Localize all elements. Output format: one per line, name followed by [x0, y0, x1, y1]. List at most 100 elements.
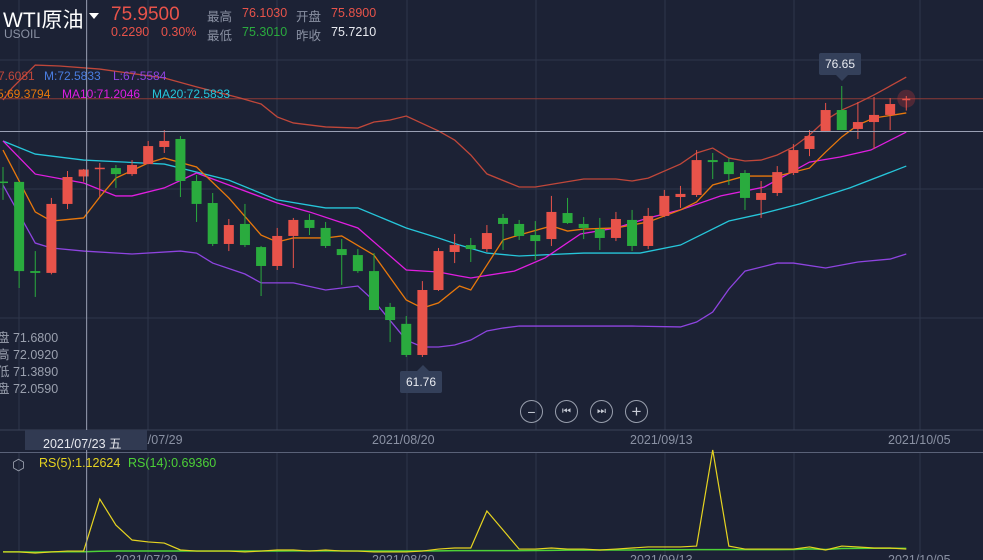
candle-body: [127, 164, 138, 175]
last-price: 75.9500: [111, 4, 180, 25]
candle-body: [433, 251, 444, 291]
candle-body: [772, 172, 783, 194]
ma5-line: [2, 112, 907, 309]
rs5-legend: RS(5):1.12624: [39, 456, 121, 470]
candle-body: [836, 110, 847, 131]
indicator-lines: [2, 64, 907, 348]
high-marker-pointer: [836, 75, 848, 81]
candle-body: [320, 227, 331, 246]
candle-body: [175, 138, 186, 182]
candle-body: [110, 168, 121, 175]
scroll-left-button[interactable]: ⏮: [555, 400, 578, 423]
zoom-out-button[interactable]: −: [520, 400, 543, 423]
crosshair-low: 低 71.3890: [0, 365, 59, 379]
boll-lower-line: [2, 184, 907, 348]
prev-close-value: 75.7210: [331, 25, 377, 39]
candle-body: [223, 225, 234, 244]
candle-body: [723, 162, 734, 175]
candle-body: [256, 247, 267, 266]
candle-body: [30, 271, 41, 273]
candle-body: [610, 219, 621, 238]
candle-body: [530, 235, 541, 242]
low-marker-pointer: [417, 365, 429, 371]
rsi-axis-date: 2021/09/13: [630, 553, 693, 560]
candle-body: [756, 193, 767, 200]
candle-body: [78, 169, 89, 177]
rs5-line: [3, 449, 907, 554]
candle-body: [739, 172, 750, 198]
ma20-legend: MA20:72.5833: [152, 87, 231, 101]
candle-body: [401, 323, 412, 355]
candle-body: [465, 245, 476, 250]
plus-icon: +: [631, 402, 642, 421]
caret-down-icon: [89, 13, 100, 19]
boll-upper-legend: 7.6081: [0, 69, 35, 83]
candle-body: [352, 255, 363, 272]
x-axis-date: 2021/10/05: [888, 433, 951, 447]
instrument-name: WTI原油: [3, 9, 84, 32]
candle-body: [707, 160, 718, 163]
rsi-axis-date: 2021/07/29: [115, 553, 178, 560]
candle-body: [0, 181, 8, 184]
open-label: 开盘: [296, 10, 322, 24]
candle-body: [691, 160, 702, 196]
candle-body: [514, 223, 525, 236]
price-change-pct: 0.30%: [161, 25, 197, 39]
boll-mid-legend: M:72.5833: [44, 69, 101, 83]
candle-body: [659, 195, 670, 216]
candle-body: [239, 223, 250, 246]
minus-icon: −: [527, 403, 536, 420]
zoom-in-button[interactable]: +: [625, 400, 648, 423]
x-axis-date: 2021/09/13: [630, 433, 693, 447]
candle-body: [498, 217, 509, 224]
crosshair-date-label: 2021/07/23 五: [25, 430, 147, 451]
candle-body: [481, 233, 492, 250]
candle-body: [94, 167, 105, 170]
candle-body: [191, 181, 202, 204]
open-value: 75.8900: [331, 6, 377, 20]
candle-body: [820, 110, 831, 133]
candle-body: [368, 271, 379, 311]
rs14-legend: RS(14):0.69360: [128, 456, 217, 470]
candle-body: [272, 235, 283, 266]
x-axis-date: 2021/08/20: [372, 433, 435, 447]
settings-hexagon-icon[interactable]: ⬡: [12, 457, 26, 474]
candle-body: [449, 245, 460, 252]
candle-body: [417, 290, 428, 355]
crosshair-open: 盘 71.6800: [0, 331, 59, 345]
instrument-selector[interactable]: WTI原油: [3, 4, 100, 34]
candle-body: [288, 219, 299, 236]
scroll-right-button[interactable]: ⏭: [590, 400, 613, 423]
candle-body: [46, 203, 57, 273]
high-marker: 76.65: [819, 53, 862, 75]
candle-body: [804, 136, 815, 149]
candle-body: [852, 122, 863, 129]
candle-body: [902, 98, 911, 101]
candle-body: [578, 223, 589, 228]
candle-body: [885, 104, 896, 115]
skip-forward-icon: ⏭: [597, 405, 606, 417]
rsi-lines: [3, 449, 907, 554]
candle-body: [62, 176, 73, 204]
skip-back-icon: ⏮: [562, 405, 571, 417]
candle-body: [594, 229, 605, 238]
candle-body: [675, 193, 686, 198]
candle-body: [562, 213, 573, 224]
candles: [0, 75, 916, 371]
candle-body: [304, 219, 315, 228]
low-label: 最低: [207, 29, 233, 43]
candle-body: [14, 181, 25, 272]
candle-body: [546, 211, 557, 240]
ma5-legend: 5:69.3794: [0, 87, 51, 101]
crosshair-high: 高 72.0920: [0, 348, 59, 362]
candle-body: [788, 150, 799, 173]
price-change: 0.2290: [111, 25, 150, 39]
candle-body: [385, 306, 396, 321]
candle-body: [336, 249, 347, 256]
instrument-symbol: USOIL: [4, 27, 41, 41]
crosshair-close: 盘 72.0590: [0, 382, 59, 396]
